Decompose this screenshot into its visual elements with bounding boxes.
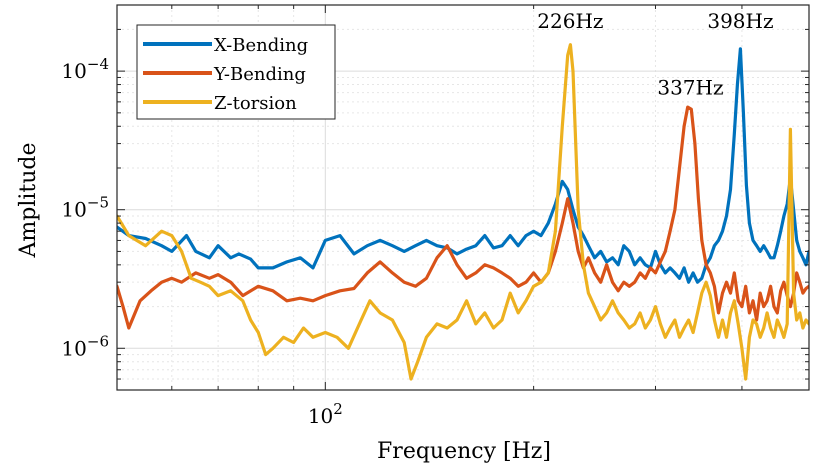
tick-labels: 102 10−4 10−5 10−6 <box>61 55 342 428</box>
legend-label-z-torsion: Z-torsion <box>214 93 297 114</box>
y-tick-label: 10−6 <box>61 332 109 360</box>
annotation-label: 337Hz <box>657 75 723 99</box>
series-line-x-bending <box>117 47 809 284</box>
axes-box <box>116 4 810 391</box>
plot-area <box>117 43 809 381</box>
y-tick-label: 10−4 <box>61 55 109 83</box>
y-tick-label: 10−5 <box>61 194 109 222</box>
x-axis-label: Frequency [Hz] <box>377 439 551 464</box>
legend-label-y-bending: Y-Bending <box>213 64 306 85</box>
annotation-label: 226Hz <box>537 9 603 33</box>
grid-minor <box>116 5 810 391</box>
legend: X-Bending Y-Bending Z-torsion <box>136 24 336 120</box>
series-line-y-bending <box>117 105 809 330</box>
legend-label-x-bending: X-Bending <box>214 35 308 56</box>
y-axis-label: Amplitude <box>16 142 41 258</box>
x-tick-label: 102 <box>308 400 343 428</box>
series-line-z-torsion <box>117 43 809 381</box>
peak-annotations: 226Hz 398Hz 337Hz <box>537 9 773 99</box>
annotation-label: 398Hz <box>707 9 773 33</box>
